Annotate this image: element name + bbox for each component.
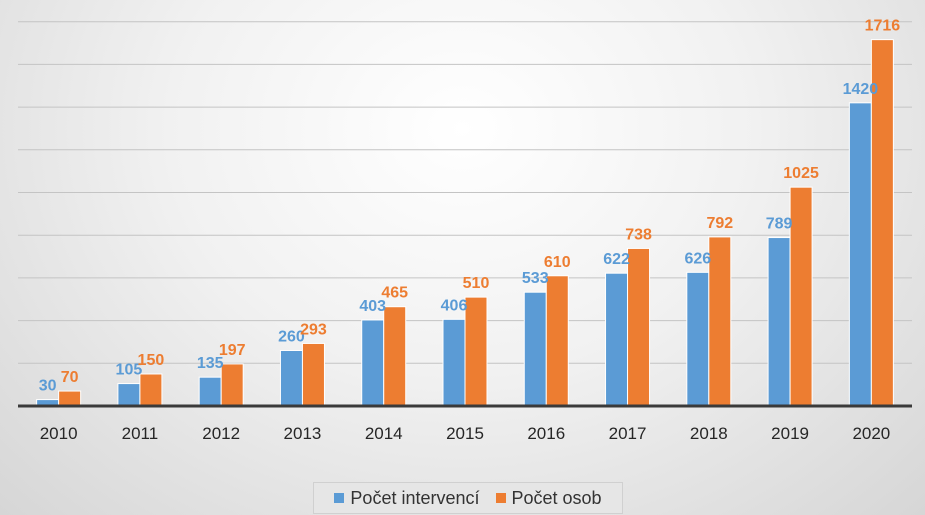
data-label-osoby-2019: 1025 bbox=[783, 165, 819, 182]
bar-osoby-2012 bbox=[220, 363, 244, 407]
legend-item-intervence: Počet intervencí bbox=[334, 487, 480, 509]
x-tick-label-2017: 2017 bbox=[609, 424, 647, 443]
bar-intervence-2011 bbox=[117, 383, 141, 407]
data-label-intervence-2020: 1420 bbox=[843, 81, 879, 98]
bar-intervence-2013 bbox=[279, 349, 303, 407]
data-label-osoby-2016: 610 bbox=[544, 254, 571, 271]
bar-osoby-2013 bbox=[301, 342, 325, 407]
x-tick-label-2012: 2012 bbox=[202, 424, 240, 443]
data-label-osoby-2011: 150 bbox=[138, 352, 165, 369]
data-label-osoby-2010: 70 bbox=[61, 369, 79, 386]
data-label-osoby-2017: 738 bbox=[625, 226, 652, 243]
data-label-intervence-2016: 533 bbox=[522, 270, 549, 287]
x-tick-label-2019: 2019 bbox=[771, 424, 809, 443]
x-tick-label-2016: 2016 bbox=[527, 424, 565, 443]
data-label-intervence-2010: 30 bbox=[39, 378, 57, 395]
x-axis-tick-labels: 2010 2011 2012 2013 2014 2015 2016 2017 2018 2019… bbox=[40, 424, 891, 443]
bar-intervence-2020 bbox=[848, 102, 872, 407]
x-tick-label-2015: 2015 bbox=[446, 424, 484, 443]
bar-intervence-2016 bbox=[523, 291, 547, 407]
bar-intervence-2018 bbox=[686, 271, 710, 407]
data-label-intervence-2017: 622 bbox=[603, 251, 630, 268]
bar-osoby-2010 bbox=[58, 390, 82, 407]
bar-osoby-2015 bbox=[464, 296, 488, 407]
data-label-osoby-2014: 465 bbox=[381, 285, 408, 302]
x-tick-label-2020: 2020 bbox=[852, 424, 890, 443]
data-label-intervence-2012: 135 bbox=[197, 355, 224, 372]
data-label-osoby-2013: 293 bbox=[300, 321, 327, 338]
gridlines bbox=[18, 21, 912, 364]
data-label-intervence-2018: 626 bbox=[684, 250, 711, 267]
bar-osoby-2014 bbox=[383, 306, 407, 407]
x-tick-label-2010: 2010 bbox=[40, 424, 78, 443]
data-label-intervence-2019: 789 bbox=[766, 216, 793, 233]
x-tick-label-2011: 2011 bbox=[122, 424, 159, 443]
bar-intervence-2014 bbox=[361, 319, 385, 407]
x-tick-label-2018: 2018 bbox=[690, 424, 728, 443]
legend-item-osoby: Počet osob bbox=[495, 487, 602, 509]
data-label-intervence-2014: 403 bbox=[359, 298, 386, 315]
bars bbox=[36, 39, 894, 407]
data-label-osoby-2012: 197 bbox=[219, 342, 246, 359]
data-label-osoby-2015: 510 bbox=[463, 275, 490, 292]
legend-label-intervence: Počet intervencí bbox=[350, 487, 480, 508]
legend-swatch-blue bbox=[334, 493, 345, 503]
legend-swatch-orange bbox=[495, 493, 506, 503]
legend-label-osoby: Počet osob bbox=[511, 487, 602, 508]
data-label-intervence-2013: 260 bbox=[278, 328, 305, 345]
bar-osoby-2011 bbox=[139, 373, 163, 407]
bar-intervence-2015 bbox=[442, 318, 466, 407]
bar-intervence-2017 bbox=[605, 272, 629, 407]
bar-osoby-2016 bbox=[545, 275, 569, 407]
data-label-intervence-2011: 105 bbox=[116, 362, 143, 379]
x-tick-label-2013: 2013 bbox=[284, 424, 322, 443]
bar-osoby-2018 bbox=[708, 236, 732, 407]
bar-osoby-2019 bbox=[789, 186, 813, 407]
data-label-intervence-2015: 406 bbox=[441, 297, 468, 314]
x-tick-label-2014: 2014 bbox=[365, 424, 403, 443]
bar-intervence-2019 bbox=[767, 237, 791, 407]
data-label-osoby-2018: 792 bbox=[706, 215, 733, 232]
legend: Počet intervencí Počet osob bbox=[313, 482, 623, 514]
bar-osoby-2017 bbox=[627, 247, 651, 407]
data-label-osoby-2020: 1716 bbox=[865, 18, 901, 35]
bar-intervence-2012 bbox=[198, 376, 222, 407]
